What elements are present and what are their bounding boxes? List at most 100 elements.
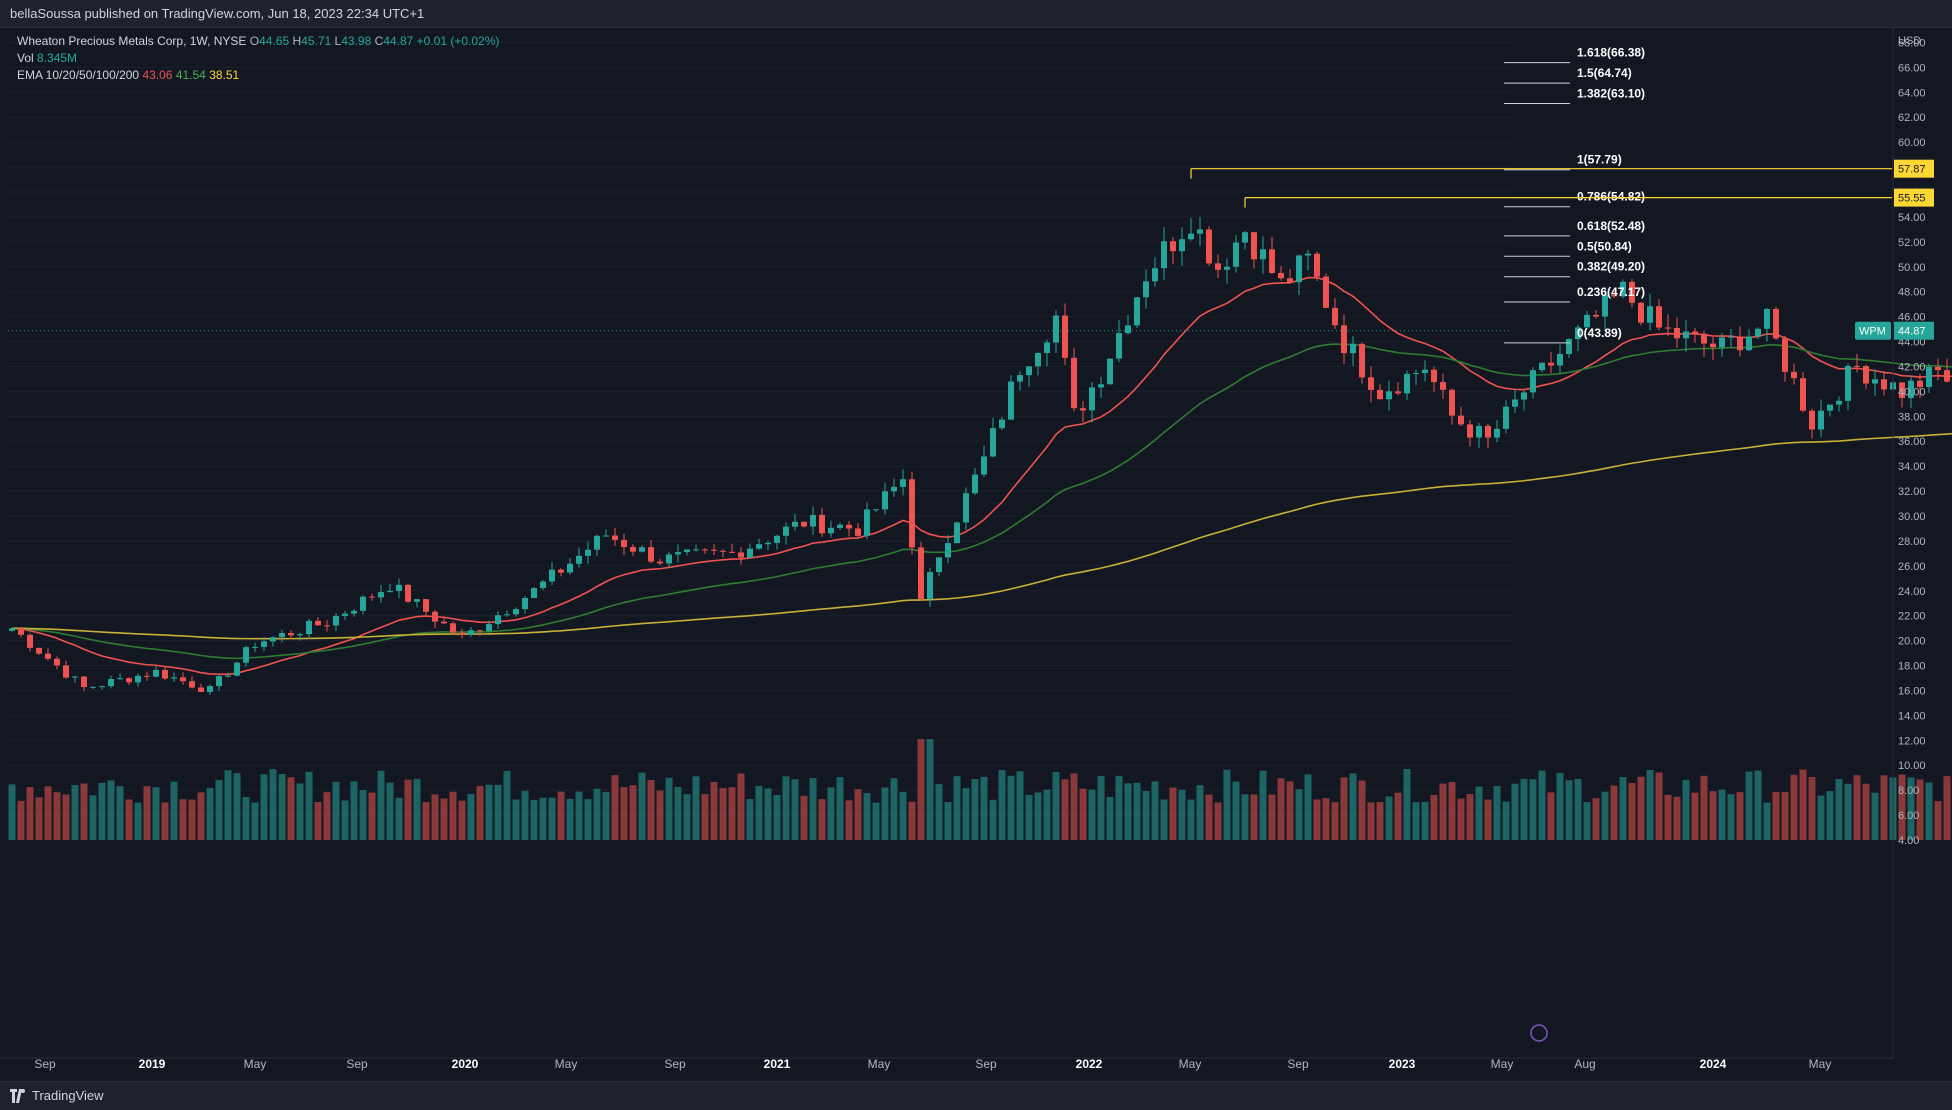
volume-bar: [377, 770, 385, 840]
candle-body: [1800, 378, 1806, 411]
candle-body: [1431, 369, 1437, 383]
candle-body: [666, 554, 672, 564]
volume-bar: [647, 780, 655, 840]
volume-bar: [638, 772, 646, 840]
volume-bar: [1709, 791, 1717, 840]
ema-label: EMA 10/20/50/100/200: [17, 68, 140, 82]
candle-body: [684, 549, 690, 553]
y-tick-label: 32.00: [1898, 486, 1926, 498]
resistance-price-badge-text: 55.55: [1898, 193, 1926, 205]
candle-body: [639, 547, 645, 552]
volume-bar: [998, 770, 1006, 840]
volume-bar: [512, 799, 520, 840]
candle-body: [603, 535, 609, 537]
volume-bar: [548, 797, 556, 840]
volume-bar: [1151, 781, 1159, 840]
volume-bar: [980, 776, 988, 840]
ema-line: [11, 276, 1952, 676]
volume-bar: [899, 791, 907, 840]
volume-bar: [485, 784, 493, 840]
x-tick-label: 2020: [452, 1057, 479, 1071]
candle-body: [288, 632, 294, 636]
candle-body: [1899, 382, 1905, 399]
candle-body: [1584, 314, 1590, 328]
candle-body: [162, 669, 168, 679]
volume-bar: [1133, 782, 1141, 840]
volume-bar: [1124, 783, 1132, 840]
volume-bar: [1538, 770, 1546, 840]
candle-body: [1827, 404, 1833, 411]
candle-body: [504, 614, 510, 616]
volume-bar: [800, 795, 808, 840]
volume-bar: [98, 782, 106, 840]
volume-bar: [1403, 769, 1411, 840]
y-tick-label: 48.00: [1898, 287, 1926, 299]
candle-body: [1773, 308, 1779, 339]
x-tick-label: 2023: [1389, 1057, 1416, 1071]
candle-body: [1287, 278, 1293, 283]
candle-body: [720, 550, 726, 552]
candle-body: [144, 675, 150, 677]
ema-line: [11, 432, 1952, 640]
fib-level-label: 0.786(54.82): [1577, 190, 1645, 204]
volume-bar: [1088, 789, 1096, 840]
volume-bar: [431, 794, 439, 840]
candle-body: [630, 547, 636, 552]
candle-body: [1197, 229, 1203, 234]
volume-bar: [305, 771, 313, 840]
candle-body: [891, 486, 897, 492]
x-tick-label: 2022: [1076, 1057, 1103, 1071]
candle-body: [540, 581, 546, 589]
volume-bar: [35, 797, 43, 840]
candle-body: [1944, 370, 1950, 382]
candle-body: [1341, 325, 1347, 354]
volume-bar: [1250, 794, 1258, 840]
volume-bar: [404, 779, 412, 840]
candle-body: [414, 599, 420, 602]
volume-bar: [719, 788, 727, 840]
volume-bar: [1547, 792, 1555, 840]
candle-body: [1485, 425, 1491, 438]
candle-body: [234, 662, 240, 676]
candle-body: [189, 681, 195, 688]
candle-body: [675, 552, 681, 555]
x-tick-label: May: [244, 1057, 267, 1071]
volume-bar: [1610, 785, 1618, 840]
candle-body: [405, 584, 411, 602]
candle-body: [360, 596, 366, 611]
volume-bar: [215, 780, 223, 840]
x-tick-label: May: [1179, 1057, 1202, 1071]
fib-level-label: 0.236(47.17): [1577, 285, 1645, 299]
y-tick-label: 38.00: [1898, 411, 1926, 423]
volume-bar: [62, 794, 70, 840]
volume-bar: [269, 769, 277, 840]
candle-body: [1278, 272, 1284, 279]
volume-bar: [1394, 792, 1402, 840]
candle-body: [1539, 362, 1545, 371]
candle-body: [1674, 327, 1680, 339]
high-value: 45.71: [301, 34, 332, 48]
y-tick-label: 10.00: [1898, 760, 1926, 772]
volume-bar: [1223, 769, 1231, 840]
volume-bar: [791, 779, 799, 840]
volume-bar: [1079, 788, 1087, 840]
volume-bar: [827, 787, 835, 840]
low-value: 43.98: [341, 34, 372, 48]
candle-body: [1665, 327, 1671, 329]
ema-line: [11, 343, 1952, 660]
ema-value-1: 43.06: [142, 68, 173, 82]
y-tick-label: 28.00: [1898, 536, 1926, 548]
y-tick-label: 46.00: [1898, 312, 1926, 324]
candle-body: [1098, 384, 1104, 388]
volume-bar: [143, 786, 151, 840]
fib-level-label: 1(57.79): [1577, 153, 1622, 167]
candle-body: [711, 549, 717, 551]
volume-bar: [8, 784, 16, 840]
volume-bar: [818, 799, 826, 840]
candle-body: [1908, 380, 1914, 399]
candle-body: [1791, 371, 1797, 379]
candle-body: [774, 535, 780, 543]
volume-bar: [557, 791, 565, 840]
price-chart[interactable]: 1.618(66.38) 1.5(64.74) 1.382(63.10) 1(57.7…: [0, 28, 1952, 1081]
volume-bar: [710, 781, 718, 840]
